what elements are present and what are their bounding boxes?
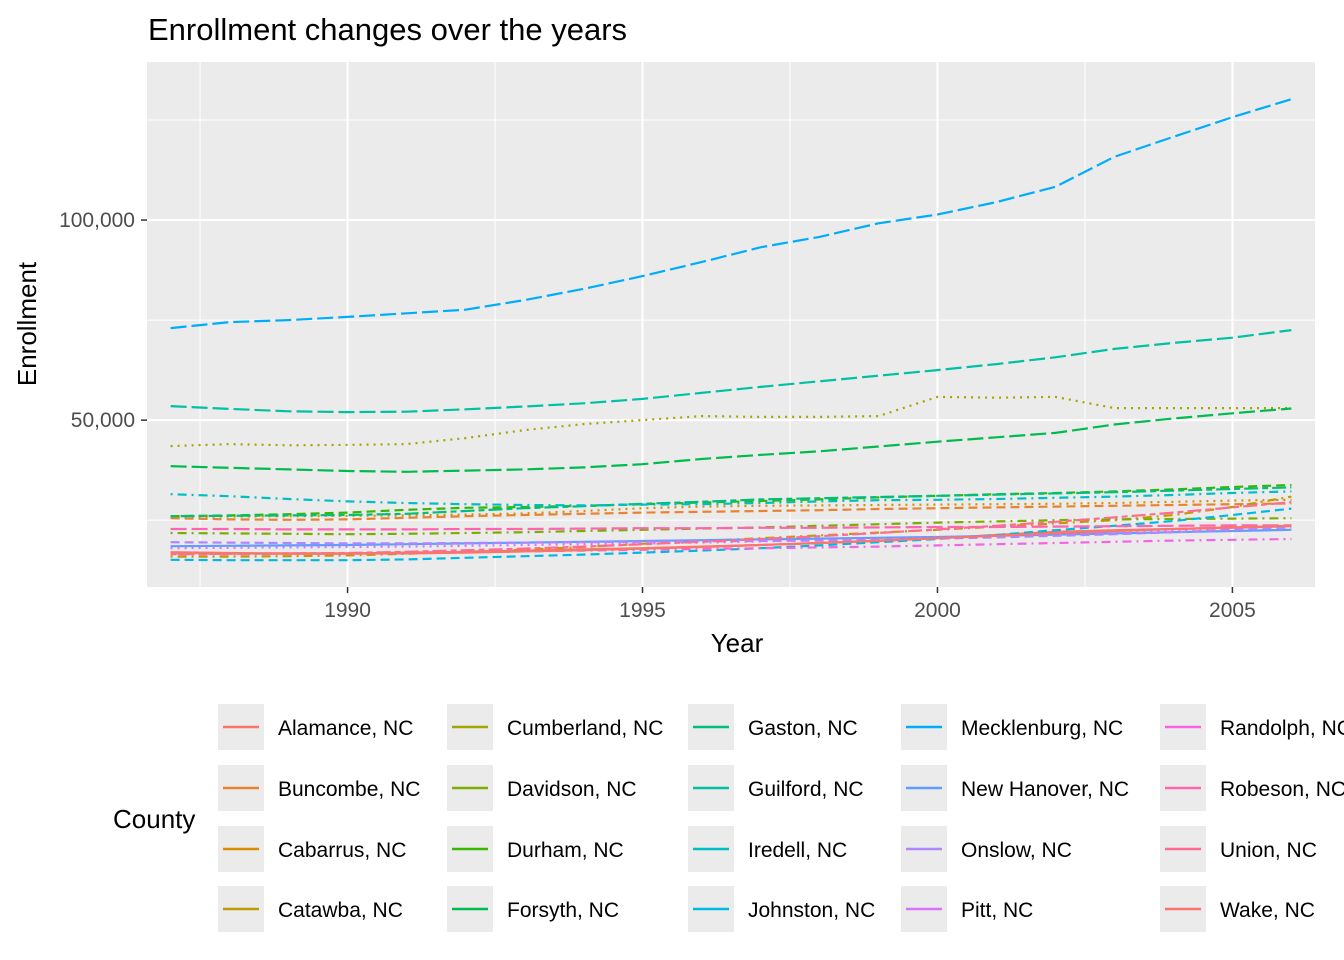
- legend-label: Davidson, NC: [507, 778, 637, 801]
- x-axis-title: Year: [711, 628, 764, 658]
- legend-item: Cabarrus, NC: [218, 826, 406, 872]
- x-tick-label: 1995: [619, 599, 666, 622]
- legend-label: Durham, NC: [507, 839, 624, 862]
- series-line: [170, 524, 1292, 555]
- minor-gridlines: [147, 62, 1315, 587]
- y-axis-title: Enrollment: [12, 261, 42, 386]
- legend-label: Robeson, NC: [1220, 778, 1344, 801]
- legend-label: Catawba, NC: [278, 899, 403, 922]
- series-line: [170, 407, 1292, 473]
- legend-item: Onslow, NC: [901, 826, 1072, 872]
- legend-label: Cumberland, NC: [507, 717, 663, 740]
- legend-label: Wake, NC: [1220, 899, 1315, 922]
- legend-label: Mecklenburg, NC: [961, 717, 1123, 740]
- legend-item: Cumberland, NC: [447, 704, 663, 750]
- series-line: [170, 524, 1292, 550]
- legend-item: Catawba, NC: [218, 886, 403, 932]
- x-tick-label: 2005: [1209, 599, 1256, 622]
- series-line: [170, 502, 1292, 521]
- series-line: [170, 483, 1292, 518]
- legend: Alamance, NC Buncombe, NC Cabarrus, NC Cata…: [218, 704, 1344, 932]
- legend-item: Durham, NC: [447, 826, 624, 872]
- y-axis-ticks: 50,000 100,000: [59, 209, 147, 432]
- plot-panel: [147, 62, 1315, 587]
- legend-label: Randolph, NC: [1220, 717, 1344, 740]
- series-line: [170, 498, 1292, 519]
- series-lines: [170, 98, 1292, 562]
- legend-title: County: [113, 804, 195, 834]
- legend-item: New Hanover, NC: [901, 765, 1129, 811]
- legend-label: Pitt, NC: [961, 899, 1033, 922]
- y-tick-label: 100,000: [59, 209, 135, 232]
- series-line: [170, 98, 1292, 330]
- series-line: [170, 490, 1292, 507]
- legend-label: Cabarrus, NC: [278, 839, 406, 862]
- legend-item: Guilford, NC: [688, 765, 864, 811]
- legend-item: Alamance, NC: [218, 704, 413, 750]
- legend-label: Gaston, NC: [748, 717, 858, 740]
- legend-item: Buncombe, NC: [218, 765, 420, 811]
- legend-label: Guilford, NC: [748, 778, 864, 801]
- chart-title: Enrollment changes over the years: [148, 12, 627, 47]
- legend-item: Robeson, NC: [1160, 765, 1344, 811]
- legend-label: Forsyth, NC: [507, 899, 619, 922]
- legend-item: Pitt, NC: [901, 886, 1033, 932]
- legend-label: Onslow, NC: [961, 839, 1072, 862]
- legend-item: Union, NC: [1160, 826, 1317, 872]
- legend-item: Forsyth, NC: [447, 886, 619, 932]
- legend-label: Alamance, NC: [278, 717, 413, 740]
- series-line: [170, 395, 1292, 448]
- legend-label: Union, NC: [1220, 839, 1317, 862]
- x-tick-label: 1990: [324, 599, 371, 622]
- legend-label: New Hanover, NC: [961, 778, 1129, 801]
- legend-item: Iredell, NC: [688, 826, 847, 872]
- legend-label: Iredell, NC: [748, 839, 847, 862]
- series-line: [170, 486, 1292, 518]
- x-axis-ticks: 1990 1995 2000 2005: [324, 587, 1256, 622]
- series-line: [170, 329, 1292, 414]
- legend-label: Johnston, NC: [748, 899, 875, 922]
- x-tick-label: 2000: [914, 599, 961, 622]
- series-line: [170, 537, 1292, 556]
- legend-item: Johnston, NC: [688, 886, 875, 932]
- series-line: [170, 524, 1292, 531]
- legend-item: Wake, NC: [1160, 886, 1315, 932]
- legend-item: Randolph, NC: [1160, 704, 1344, 750]
- y-tick-label: 50,000: [71, 409, 135, 432]
- legend-label: Buncombe, NC: [278, 778, 420, 801]
- legend-item: Gaston, NC: [688, 704, 858, 750]
- legend-item: Mecklenburg, NC: [901, 704, 1123, 750]
- legend-item: Davidson, NC: [447, 765, 637, 811]
